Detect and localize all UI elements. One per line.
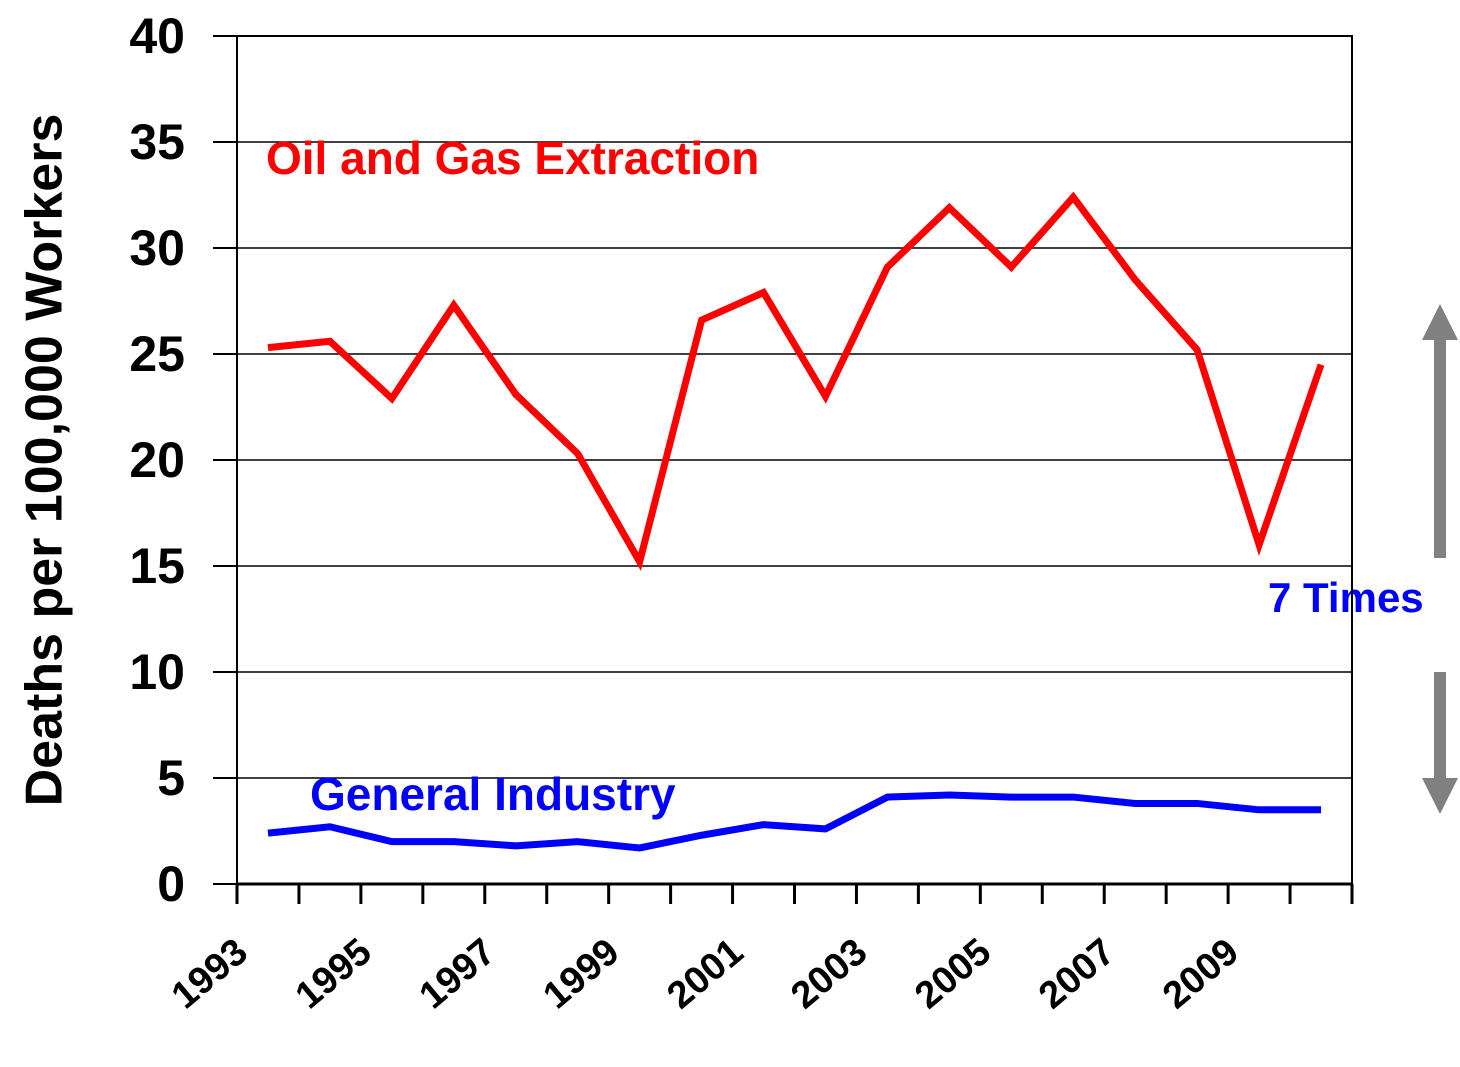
series-label: General Industry xyxy=(310,768,676,820)
y-tick-label: 10 xyxy=(129,644,185,700)
series-line xyxy=(268,197,1321,562)
down-arrow xyxy=(1422,672,1458,814)
x-tick-label: 2007 xyxy=(1031,931,1123,1018)
up-arrow xyxy=(1422,304,1458,558)
x-tick-label: 2005 xyxy=(907,931,999,1018)
x-tick-label: 1995 xyxy=(288,931,380,1018)
chart: Deaths per 100,000 Workers 7 Times 0 5 10 1… xyxy=(0,0,1460,1067)
y-tick-label: 40 xyxy=(129,8,185,64)
x-tick-label: 1997 xyxy=(412,931,504,1018)
y-axis-label: Deaths per 100,000 Workers xyxy=(16,114,74,807)
y-tick-label: 15 xyxy=(129,538,185,594)
x-tick-label: 2003 xyxy=(783,931,875,1018)
annotation: 7 Times xyxy=(1268,574,1424,621)
x-tick-label: 2001 xyxy=(660,931,752,1018)
y-tick-label: 25 xyxy=(129,326,185,382)
y-tick-label: 20 xyxy=(129,432,185,488)
y-tick-label: 5 xyxy=(157,750,185,806)
x-tick-label: 1999 xyxy=(536,931,628,1018)
y-tick-label: 30 xyxy=(129,220,185,276)
x-tick-label: 2009 xyxy=(1155,931,1247,1018)
x-tick-label: 1993 xyxy=(164,931,256,1018)
series-label: Oil and Gas Extraction xyxy=(266,132,759,184)
y-tick-label: 35 xyxy=(129,114,185,170)
y-tick-label: 0 xyxy=(157,856,185,912)
